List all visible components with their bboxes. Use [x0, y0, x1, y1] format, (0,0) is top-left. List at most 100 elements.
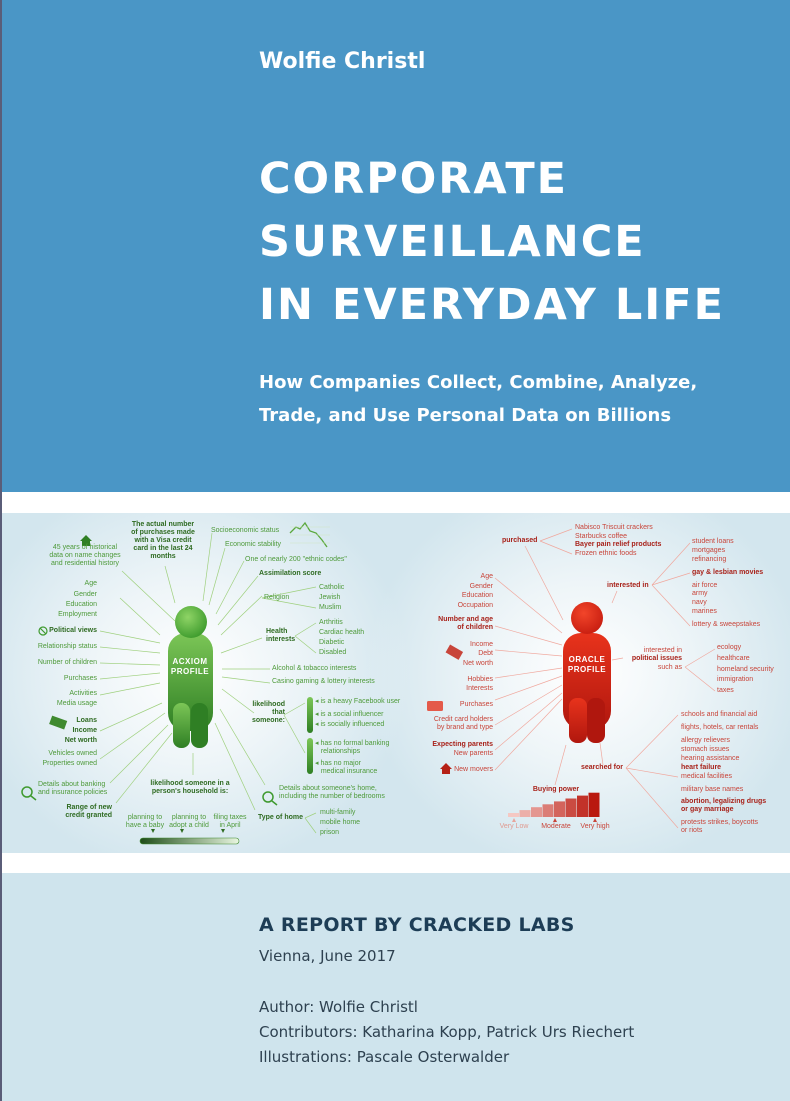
credit-card-icon — [427, 701, 443, 711]
oracle-label: stomach issues — [681, 746, 730, 753]
oracle-label: purchased — [502, 537, 538, 544]
oracle-label: refinancing — [692, 556, 727, 563]
acxiom-label: ◂ is a social influencer — [315, 711, 384, 718]
oracle-label: Income — [470, 641, 493, 648]
acxiom-label: Range of new credit granted — [65, 804, 112, 819]
acxiom-label: Details about someone's home, including … — [279, 785, 385, 800]
oracle-label: interested in — [607, 582, 649, 589]
oracle-label: Purchases — [459, 701, 493, 708]
acxiom-label: mobile home — [320, 819, 361, 826]
acxiom-label: Jewish — [319, 594, 341, 601]
acxiom-label: planning to adopt a child — [169, 814, 209, 829]
oracle-label: ecology — [717, 644, 742, 651]
buying-power-markers — [512, 818, 597, 822]
buying-power-step — [519, 810, 531, 817]
oracle-label: Bayer pain relief products — [575, 541, 662, 548]
title-line: SURVEILLANCE — [259, 217, 646, 267]
illustrations-credit: Illustrations: Pascale Osterwalder — [259, 1048, 510, 1066]
page-edge — [0, 0, 2, 1101]
acxiom-label: filing taxes in April — [213, 814, 247, 829]
oracle-label: Buying power — [532, 786, 580, 793]
acxiom-label: Cardiac health — [319, 629, 365, 636]
acxiom-label: Employment — [58, 611, 97, 618]
acxiom-label: Arthritis — [319, 619, 343, 626]
oracle-label: Very Low — [499, 823, 529, 830]
oracle-label: hearing assistance — [681, 755, 740, 762]
oracle-label: Number and age of children — [438, 616, 493, 631]
acxiom-label: ◂ is a heavy Facebook user — [315, 698, 401, 705]
oracle-label: New movers — [454, 766, 493, 773]
oracle-label: interested in — [643, 647, 682, 654]
acxiom-label: 45 years of historical data on name chan… — [49, 544, 121, 567]
oracle-label: taxes — [717, 687, 734, 694]
money-icon — [445, 644, 464, 660]
oracle-figure — [563, 602, 611, 743]
author-credit: Author: Wolfie Christl — [259, 998, 418, 1016]
oracle-label: heart failure — [681, 764, 722, 771]
buying-power-step — [565, 798, 577, 817]
acxiom-label: Media usage — [56, 700, 97, 707]
acxiom-label: likelihood that someone: — [251, 701, 285, 724]
oracle-label: immigration — [717, 676, 754, 683]
oracle-label: Occupation — [457, 602, 493, 609]
oracle-label: Starbucks coffee — [575, 533, 628, 540]
title-line: IN EVERYDAY LIFE — [259, 280, 725, 330]
cover-header: Wolfie Christl CORPORATE SURVEILLANCE IN… — [0, 0, 790, 492]
acxiom-label: Religion — [264, 594, 290, 601]
likelihood-bars — [307, 697, 313, 774]
oracle-label: protests strikes, boycotts or riots — [681, 819, 759, 834]
acxiom-label: Income — [72, 727, 97, 734]
magnifier-house-icon — [262, 791, 278, 806]
oracle-label: New parents — [453, 750, 493, 757]
acxiom-label: planning to have a baby — [125, 814, 165, 829]
buying-power-step — [577, 795, 588, 817]
oracle-connector-lines — [494, 528, 716, 829]
oracle-label: political issues — [631, 655, 682, 662]
acxiom-label: Alcohol & tobacco interests — [272, 665, 357, 672]
oracle-label: Hobbies — [467, 676, 493, 683]
report-subtitle: How Companies Collect, Combine, Analyze,… — [259, 366, 697, 432]
acxiom-label: The actual number of purchases made with… — [131, 521, 195, 560]
acxiom-figure — [168, 606, 213, 748]
profile-infographic: ACXIOM PROFILE ORACLE PROFILE 45 years o… — [0, 513, 790, 853]
acxiom-label: multi-family — [320, 809, 356, 816]
acxiom-label: Socioeconomic status — [211, 527, 280, 534]
acxiom-label: Disabled — [319, 649, 347, 656]
oracle-label: Very high — [580, 823, 610, 830]
acxiom-label: Purchases — [63, 675, 97, 682]
report-by-heading: A REPORT BY CRACKED LABS — [259, 914, 575, 936]
oracle-label: Debt — [478, 650, 493, 657]
acxiom-label: likelihood someone in a person's househo… — [150, 780, 230, 795]
acxiom-label: Political views — [49, 627, 97, 634]
acxiom-connector-lines — [99, 532, 317, 834]
oracle-label: flights, hotels, car rentals — [681, 724, 759, 731]
oracle-label: Nabisco Triscuit crackers — [575, 524, 653, 531]
oracle-label: military base names — [681, 786, 744, 793]
subtitle-line: How Companies Collect, Combine, Analyze, — [259, 372, 698, 393]
title-line: CORPORATE — [259, 154, 569, 204]
acxiom-label: Health interests — [266, 628, 296, 643]
acxiom-label: Muslim — [319, 604, 342, 611]
buying-power-step — [531, 807, 542, 817]
oracle-label: Gender — [469, 583, 493, 590]
acxiom-label: Education — [65, 601, 97, 608]
magnifier-dollar-icon — [21, 786, 37, 801]
household-likelihood-bar — [139, 837, 240, 845]
house-icon — [80, 535, 92, 546]
acxiom-label: Net worth — [64, 737, 97, 744]
oracle-label: such as — [657, 664, 682, 671]
author-name: Wolfie Christl — [259, 49, 426, 74]
oracle-label: Education — [461, 592, 493, 599]
acxiom-label: ◂ has no major medical insurance — [315, 760, 378, 775]
acxiom-label: Catholic — [319, 584, 345, 591]
acxiom-label: Activities — [69, 690, 97, 697]
oracle-label: Credit card holders by brand and type — [433, 716, 493, 731]
oracle-label: air force — [692, 582, 718, 589]
acxiom-label: Loans — [76, 717, 97, 724]
acxiom-label: Economic stability — [225, 541, 282, 548]
oracle-label: Age — [480, 573, 493, 580]
acxiom-label: Properties owned — [42, 760, 97, 767]
acxiom-label: Casino gaming & lottery interests — [272, 678, 375, 685]
infographic-artwork — [21, 521, 716, 845]
oracle-label: Frozen ethnic foods — [575, 550, 637, 557]
